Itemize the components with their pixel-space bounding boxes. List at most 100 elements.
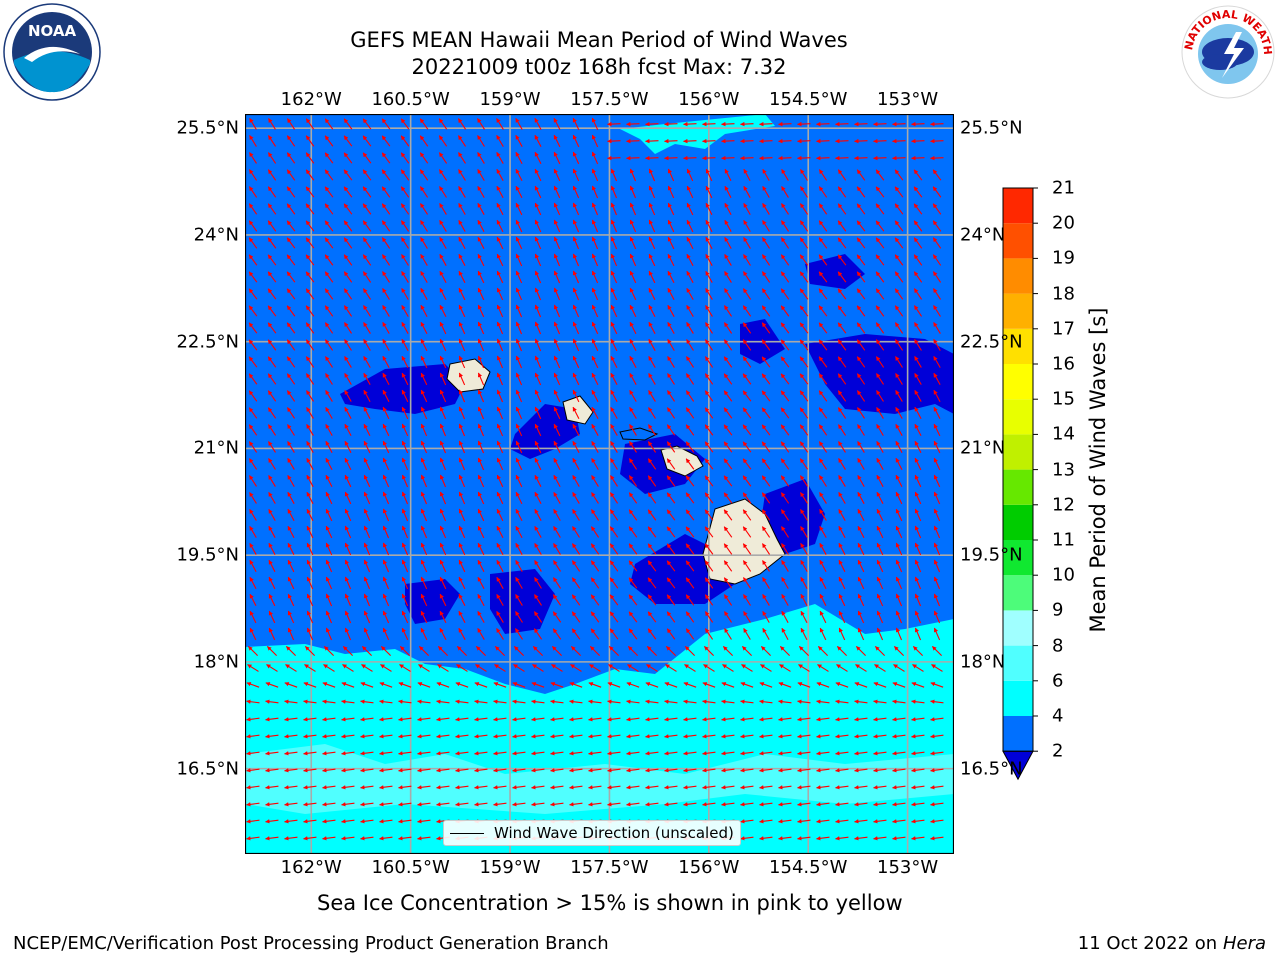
wave-arrow-644 [534,406,542,420]
wave-arrow-379 [420,287,428,300]
wave-arrow-756 [553,457,561,471]
wave-arrow-390 [629,287,637,301]
wave-arrow-76 [286,152,296,164]
wave-arrow-838 [704,492,714,504]
wave-arrow-303 [381,254,391,266]
wave-arrow-829 [534,491,542,505]
wave-arrow-264 [343,237,353,249]
wave-arrow-179 [837,186,847,198]
wave-arrow-773 [876,457,884,470]
wave-arrow-216 [837,203,847,215]
wave-arrow-254 [856,220,866,232]
wave-arrow-823 [420,491,428,505]
wave-arrow-453 [420,321,428,335]
wave-arrow-688 [666,424,676,436]
wave-arrow-156 [400,186,410,198]
wave-arrow-10 [438,118,448,130]
wave-arrow-383 [496,287,504,301]
wave-arrow-462 [591,321,599,335]
wave-arrow-633 [325,407,333,419]
wave-arrow-259 [248,237,258,249]
wave-arrow-204 [610,202,618,216]
colorbar-box-8 [1003,434,1033,470]
wave-arrow-44 [381,135,391,147]
wave-arrow-565 [439,372,447,386]
wave-arrow-224 [286,220,296,232]
wave-arrow-416 [420,304,428,317]
wave-arrow-852 [268,508,276,521]
wave-arrow-492 [458,338,466,352]
wave-arrow-502 [648,338,656,351]
wave-arrow-601 [420,389,428,403]
lat-label-right-1: 24°N [960,224,1006,246]
wave-arrow-23 [683,121,697,127]
wave-arrow-323 [761,254,771,266]
wave-arrow-73 [930,138,944,144]
wave-arrow-563 [401,372,409,386]
wave-arrow-311 [534,253,542,267]
wave-arrow-274 [534,236,542,250]
wave-arrow-753 [496,457,504,471]
wave-arrow-262 [305,237,315,249]
wave-arrow-541 [686,356,694,368]
wave-arrow-714 [458,440,466,454]
wave-arrow-172 [705,185,713,199]
wave-arrow-481 [248,339,258,351]
wave-arrow-408 [267,305,277,317]
wind-wave-arrows [246,117,944,841]
wave-arrow-646 [572,406,580,420]
wave-arrow-194 [420,203,428,215]
wave-arrow-9 [419,118,429,130]
footer-date-text: 11 Oct 2022 on [1077,933,1218,954]
wave-arrow-367 [894,271,904,283]
wave-arrow-154 [362,186,372,198]
wave-arrow-639 [439,406,447,420]
wave-arrow-755 [534,457,542,471]
wave-arrow-266 [381,237,391,249]
colorbar-tick-11: 16 [1052,353,1075,375]
wave-arrow-31 [835,121,849,127]
wave-arrow-636 [382,406,390,420]
wave-arrow-608 [553,389,561,403]
wave-arrow-89 [534,151,542,165]
wave-arrow-717 [515,440,523,454]
wave-arrow-147 [932,169,942,181]
wave-arrow-403 [875,288,885,300]
colorbar-tick-2: 6 [1052,670,1064,692]
wave-arrow-134 [686,168,694,182]
wave-arrow-560 [344,373,352,385]
wave-arrow-761 [647,458,657,470]
wave-arrow-585 [818,373,828,385]
wave-arrow-370 [248,288,258,300]
wave-arrow-524 [363,355,371,368]
wave-arrow-473 [799,322,809,334]
wave-arrow-268 [420,237,428,249]
wave-arrow-177 [799,186,809,198]
wave-arrow-772 [857,458,865,470]
wave-arrow-155 [381,186,391,198]
wave-arrow-491 [439,338,447,352]
lon-label-bottom-1: 160.5°W [371,857,450,878]
wave-arrow-409 [286,305,296,317]
wave-arrow-766 [742,458,752,470]
wave-arrow-794 [572,474,580,487]
wave-arrow-363 [818,271,828,283]
wave-arrow-790 [496,474,504,488]
wave-arrow-239 [572,219,580,233]
wave-arrow-655 [742,407,752,419]
wave-arrow-412 [343,305,353,317]
wave-arrow-46 [419,135,429,147]
colorbar-box-3 [1003,610,1033,646]
wave-arrow-643 [515,406,523,420]
wave-arrow-229 [381,220,391,232]
wave-arrow-695 [799,424,809,436]
wave-arrow-212 [762,203,770,215]
wave-arrow-707 [325,440,333,453]
island-maui [660,445,704,477]
wave-arrow-288 [799,237,809,249]
wave-arrow-561 [363,372,371,385]
wave-arrow-822 [401,491,409,505]
wave-arrow-206 [648,202,656,216]
wave-arrow-708 [344,440,352,454]
legend-label: Wind Wave Direction (unscaled) [494,824,734,842]
